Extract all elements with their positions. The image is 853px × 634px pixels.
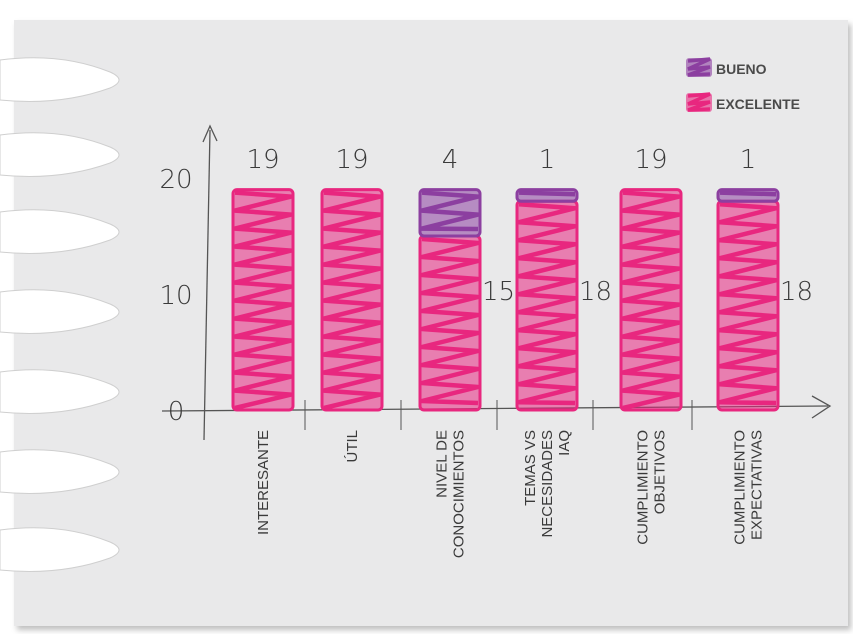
binder-hole — [0, 449, 120, 494]
bar-bueno — [515, 188, 579, 203]
bar-excelente — [716, 199, 780, 412]
category-label: NIVEL DECONOCIMIENTOS — [434, 430, 468, 558]
y-tick-label: 20 — [159, 165, 192, 195]
binder-hole — [0, 289, 120, 334]
category-label: INTERESANTE — [255, 430, 272, 535]
bar-bueno — [418, 188, 482, 238]
data-label-excelente: 19 — [335, 145, 368, 175]
binder-hole — [0, 369, 120, 414]
bar-bueno — [716, 188, 780, 203]
data-label-bueno: 1 — [539, 145, 556, 175]
category-label: TEMAS VSNECESIDADESIAQ — [522, 430, 573, 538]
binder-hole — [0, 209, 120, 254]
data-label-bueno: 1 — [740, 145, 757, 175]
category-label: ÚTIL — [344, 430, 361, 463]
bar-excelente — [515, 199, 579, 412]
binder-hole — [0, 132, 120, 177]
data-label-excelente: 19 — [634, 145, 667, 175]
legend-label: BUENO — [716, 61, 767, 77]
data-label-excelente: 18 — [579, 277, 612, 307]
binder-hole — [0, 527, 120, 572]
category-label: CUMPLIMIENTOEXPECTATIVAS — [732, 430, 766, 545]
bar-excelente — [418, 234, 482, 412]
y-tick-label: 10 — [159, 281, 192, 311]
bar-excelente — [619, 188, 683, 412]
data-label-excelente: 18 — [780, 277, 813, 307]
y-tick-label: 0 — [168, 397, 185, 427]
data-label-bueno: 4 — [442, 145, 459, 175]
legend-item-bueno: BUENO — [686, 57, 767, 77]
category-label: CUMPLIMIENTOOBJETIVOS — [635, 430, 669, 545]
legend-item-excelente: EXCELENTE — [686, 92, 800, 112]
binder-hole — [0, 57, 120, 102]
bar-excelente — [320, 188, 384, 412]
y-axis-line — [203, 129, 211, 441]
bar-excelente — [231, 188, 295, 412]
data-label-excelente: 15 — [482, 277, 515, 307]
y-axis-arrow — [202, 124, 218, 143]
legend-label: EXCELENTE — [716, 96, 800, 112]
data-label-excelente: 19 — [246, 145, 279, 175]
x-axis-arrow — [811, 395, 832, 419]
